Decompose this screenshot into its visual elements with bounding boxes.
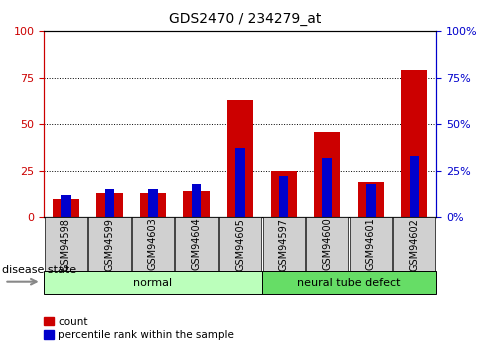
Bar xyxy=(227,100,253,217)
Text: GSM94604: GSM94604 xyxy=(192,218,201,270)
Text: GSM94598: GSM94598 xyxy=(61,218,71,270)
Bar xyxy=(401,70,427,217)
Bar xyxy=(61,195,71,217)
Text: GSM94602: GSM94602 xyxy=(409,218,419,270)
Bar xyxy=(183,191,210,217)
Bar xyxy=(358,182,384,217)
Text: GSM94597: GSM94597 xyxy=(279,218,289,270)
Bar xyxy=(366,184,375,217)
Text: GSM94605: GSM94605 xyxy=(235,218,245,270)
Text: disease state: disease state xyxy=(2,266,76,275)
Bar xyxy=(322,158,332,217)
Bar xyxy=(105,189,114,217)
Text: normal: normal xyxy=(133,278,172,287)
Bar xyxy=(192,184,201,217)
Text: GDS2470 / 234279_at: GDS2470 / 234279_at xyxy=(169,12,321,26)
Bar xyxy=(140,193,166,217)
Bar xyxy=(410,156,419,217)
Text: GSM94603: GSM94603 xyxy=(148,218,158,270)
Text: neural tube defect: neural tube defect xyxy=(297,278,401,287)
Bar xyxy=(314,132,340,217)
Text: GSM94599: GSM94599 xyxy=(104,218,115,270)
Bar xyxy=(235,148,245,217)
Bar xyxy=(53,199,79,217)
Bar xyxy=(270,171,297,217)
Bar xyxy=(279,176,289,217)
Text: GSM94600: GSM94600 xyxy=(322,218,332,270)
Legend: count, percentile rank within the sample: count, percentile rank within the sample xyxy=(45,317,234,340)
Text: GSM94601: GSM94601 xyxy=(366,218,376,270)
Bar xyxy=(97,193,122,217)
Bar xyxy=(148,189,158,217)
